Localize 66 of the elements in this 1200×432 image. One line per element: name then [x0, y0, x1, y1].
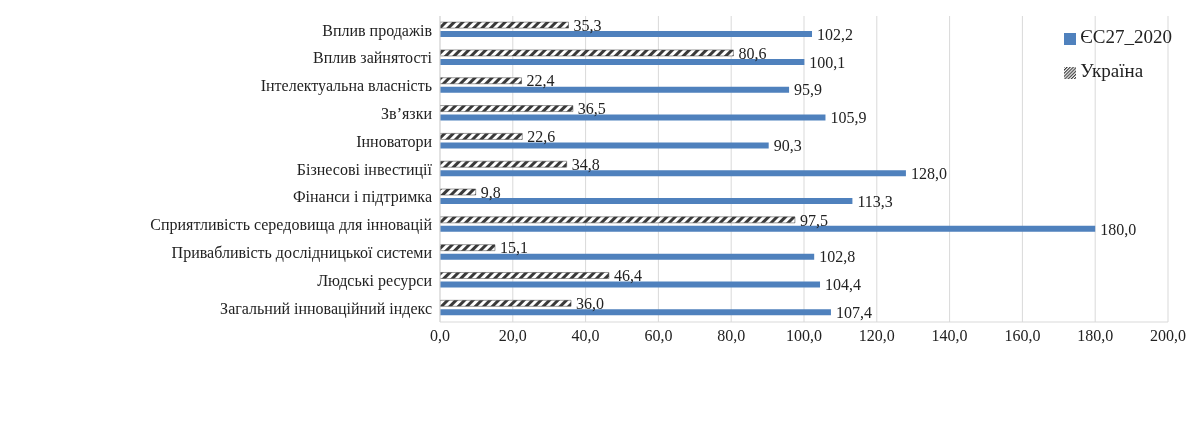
x-tick-label: 200,0 — [1150, 327, 1186, 345]
data-label: 107,4 — [835, 303, 872, 321]
data-label: 46,4 — [613, 267, 642, 285]
bar — [440, 244, 496, 251]
data-label: 113,3 — [857, 192, 893, 210]
y-tick-label: Сприятливість середовища для інновацій — [150, 216, 433, 235]
data-label: 9,8 — [480, 183, 501, 201]
y-tick-label: Вплив продажів — [322, 21, 433, 40]
data-label: 128,0 — [910, 164, 947, 182]
bar — [440, 188, 476, 196]
x-tick-label: 60,0 — [644, 327, 673, 345]
x-tick-label: 0,0 — [430, 327, 450, 345]
x-tick-label: 40,0 — [571, 327, 600, 345]
bar — [440, 309, 831, 316]
data-label: 36,5 — [577, 100, 606, 118]
data-label: 36,0 — [576, 294, 605, 312]
bar — [440, 86, 790, 93]
data-label: 104,4 — [825, 276, 862, 294]
bar — [440, 281, 821, 288]
bar — [440, 114, 826, 121]
x-tick-label: 80,0 — [717, 327, 746, 345]
x-tick-label: 140,0 — [931, 327, 968, 345]
bar — [440, 105, 574, 112]
x-tick-label: 120,0 — [858, 327, 895, 345]
y-tick-label: Загальний інноваційний індекс — [220, 299, 432, 318]
data-label: 105,9 — [830, 109, 867, 127]
bar — [440, 21, 569, 29]
data-label: 80,6 — [738, 44, 767, 62]
data-label: 34,8 — [571, 155, 600, 173]
x-tick-label: 180,0 — [1077, 327, 1114, 345]
data-label: 180,0 — [1100, 220, 1137, 238]
bar — [440, 31, 813, 38]
data-label: 102,8 — [819, 248, 856, 266]
data-label: 90,3 — [773, 137, 802, 155]
data-label: 102,2 — [817, 25, 854, 43]
bar — [440, 49, 734, 57]
y-tick-label: Зв’язки — [381, 105, 433, 123]
bar — [440, 216, 796, 224]
y-tick-label: Інноватори — [356, 132, 433, 151]
data-label: 97,5 — [799, 211, 828, 229]
x-tick-label: 160,0 — [1004, 327, 1041, 345]
bar — [440, 160, 567, 168]
bar — [440, 133, 523, 140]
data-label: 95,9 — [794, 81, 823, 99]
data-label: 22,6 — [527, 128, 556, 146]
legend-label: Україна — [1080, 60, 1144, 81]
y-tick-label: Людські ресурси — [317, 271, 433, 290]
data-label: 35,3 — [573, 16, 602, 34]
y-tick-label: Вплив зайнятості — [313, 49, 433, 67]
y-tick-label: Інтелектуальна власність — [260, 77, 432, 96]
bar — [440, 77, 522, 85]
x-tick-label: 100,0 — [786, 327, 822, 345]
bar — [440, 170, 906, 177]
bar — [440, 300, 572, 307]
bar — [440, 142, 769, 149]
data-label: 15,1 — [499, 239, 528, 257]
y-tick-label: Привабливість дослідницької системи — [171, 244, 433, 263]
bar — [440, 198, 853, 205]
legend-label: ЄС27_2020 — [1080, 26, 1172, 47]
y-tick-label: Фінанси і підтримка — [292, 188, 432, 207]
data-label: 100,1 — [809, 53, 846, 71]
bar — [440, 272, 610, 279]
data-label: 22,4 — [526, 72, 555, 90]
x-tick-label: 20,0 — [498, 327, 527, 345]
bar — [440, 253, 815, 260]
y-tick-label: Бізнесові інвестиції — [296, 160, 433, 179]
